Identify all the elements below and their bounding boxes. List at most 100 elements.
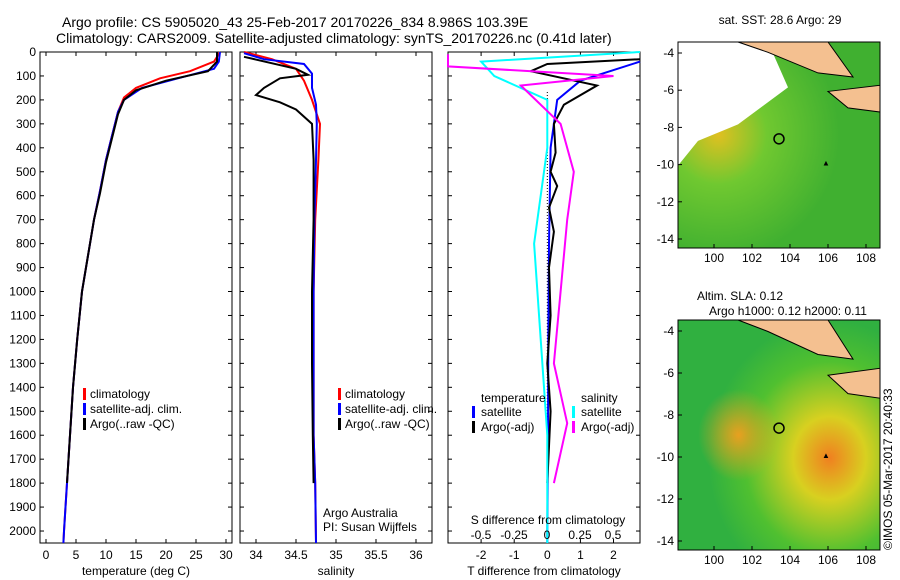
legend-swatch <box>83 418 86 430</box>
y-tick-label: -14 <box>657 232 675 246</box>
triangle-marker: ▲ <box>822 451 830 460</box>
y-tick-label: 2000 <box>9 524 36 538</box>
x-tick-label: 36 <box>409 548 423 562</box>
legend-swatch <box>572 421 575 433</box>
map-title: Altim. SLA: 0.12 <box>697 289 783 303</box>
y-tick-label: -14 <box>657 534 675 548</box>
series-line-satellite <box>62 51 221 544</box>
x-tick-label-2: -0.25 <box>500 528 528 542</box>
y-tick-label: -10 <box>657 158 675 172</box>
x-axis-label: T difference from climatology <box>467 564 621 578</box>
y-tick-label: 100 <box>16 69 36 83</box>
x-tick-label: 10 <box>99 548 113 562</box>
title-line-1: Argo profile: CS 5905020_43 25-Feb-2017 … <box>62 14 529 30</box>
credit: ©IMOS 05-Mar-2017 20:40:33 <box>881 388 895 550</box>
map-2: ▲ 100 102 104 106 108 -4 -6 -8 -10 -12 -14 Altim. SL… <box>657 289 881 567</box>
x-tick-label: 34.5 <box>284 548 308 562</box>
legend-swatch <box>83 388 86 400</box>
x-tick-label: 108 <box>856 553 876 567</box>
x-tick-label-2: 0.5 <box>605 528 622 542</box>
y-tick-label: 900 <box>16 261 36 275</box>
y-tick-label: 1300 <box>9 356 36 370</box>
legend-title: salinity <box>581 391 618 405</box>
y-tick-label: 700 <box>16 213 36 227</box>
x-tick-label: 104 <box>780 251 800 265</box>
x-tick-label: 2 <box>610 548 617 562</box>
map-title-2: Argo h1000: 0.12 h2000: 0.11 <box>709 304 867 318</box>
y-tick-label: -10 <box>657 450 675 464</box>
y-tick-label: 400 <box>16 141 36 155</box>
series-line-argo <box>243 55 315 484</box>
y-tick-label: 1800 <box>9 476 36 490</box>
x-tick-label: 104 <box>780 553 800 567</box>
legend-swatch <box>472 421 475 433</box>
y-tick-label: 1500 <box>9 404 36 418</box>
series-line-s-argo <box>447 54 614 484</box>
legend-title: temperature <box>481 391 546 405</box>
y-tick-label: 500 <box>16 165 36 179</box>
x-tick-label: 20 <box>159 548 173 562</box>
map-frame <box>677 319 881 551</box>
legend-label: satellite-adj. clim. <box>90 402 182 416</box>
legend-label: climatology <box>90 387 150 401</box>
y-tick-label: 1900 <box>9 500 36 514</box>
y-tick-label: 300 <box>16 117 36 131</box>
panel-1: 0100200300400500600700800900100011001200… <box>9 45 233 578</box>
title-line-2: Climatology: CARS2009. Satellite-adjuste… <box>56 30 612 46</box>
y-tick-label: -8 <box>663 120 674 134</box>
x-axis-label: salinity <box>318 564 355 578</box>
y-tick-label: -12 <box>657 492 675 506</box>
y-tick-label: -6 <box>663 366 674 380</box>
series-line-argo <box>66 52 218 484</box>
triangle-marker: ▲ <box>822 159 830 168</box>
legend-swatch <box>83 403 86 415</box>
y-tick-label: -4 <box>663 324 674 338</box>
argo-location-marker <box>773 422 785 434</box>
y-tick-label: -8 <box>663 408 674 422</box>
y-tick-label: -12 <box>657 195 675 209</box>
x-tick-label: 0 <box>43 548 50 562</box>
legend-label: satellite-adj. clim. <box>345 402 437 416</box>
y-tick-label: 800 <box>16 237 36 251</box>
x-tick-label: 5 <box>73 548 80 562</box>
plot-frame <box>447 51 641 544</box>
panel-3: -2 -1 0 1 2 T difference from climatology temp… <box>447 51 641 578</box>
x-axis-label-2: S difference from climatology <box>471 513 626 527</box>
legend-swatch <box>472 406 475 418</box>
x-tick-label: 1 <box>577 548 584 562</box>
series-line-s-satellite <box>478 51 641 543</box>
y-tick-label: 1100 <box>10 308 36 322</box>
x-tick-label: 35 <box>329 548 343 562</box>
x-tick-label: 102 <box>742 251 762 265</box>
y-tick-label: 1700 <box>9 452 36 466</box>
legend-label: climatology <box>345 387 405 401</box>
series-line-climatology <box>62 51 221 544</box>
legend-label: Argo(-adj) <box>481 420 534 434</box>
y-tick-label: 1400 <box>9 380 36 394</box>
x-tick-label: 15 <box>129 548 143 562</box>
x-tick-label: 34 <box>249 548 263 562</box>
series-line-satellite <box>243 52 318 544</box>
x-tick-label: 30 <box>219 548 233 562</box>
x-tick-label: 100 <box>704 251 724 265</box>
legend-swatch <box>338 388 341 400</box>
legend-label: Argo(..raw -QC) <box>90 417 175 431</box>
x-tick-label: 0 <box>544 548 551 562</box>
y-tick-label: 0 <box>29 45 36 59</box>
x-tick-label: 106 <box>818 553 838 567</box>
series-line-t-argo <box>527 58 641 484</box>
x-tick-label-2: 0 <box>544 528 551 542</box>
x-tick-label-2: 0.25 <box>568 528 592 542</box>
legend-swatch <box>572 406 575 418</box>
annotation: PI: Susan Wijffels <box>323 520 417 534</box>
map-title: sat. SST: 28.6 Argo: 29 <box>719 13 842 27</box>
legend-swatch <box>338 418 341 430</box>
y-tick-label: 1000 <box>9 285 36 299</box>
series-line-climatology <box>243 51 322 544</box>
series-line-t-satellite <box>546 60 641 543</box>
plot-frame <box>239 51 433 544</box>
x-tick-label: 108 <box>856 251 876 265</box>
x-tick-label: 106 <box>818 251 838 265</box>
argo-location-marker <box>773 133 785 145</box>
